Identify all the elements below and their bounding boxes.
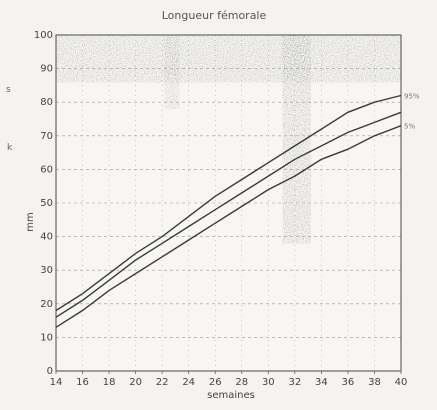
x-tick-label-36: 36: [342, 377, 355, 388]
x-tick-label-40: 40: [395, 377, 408, 388]
x-tick-label-22: 22: [156, 377, 169, 388]
x-tick-label-14: 14: [50, 377, 63, 388]
series-line-3: [55, 125, 402, 328]
series-line-2: [55, 111, 402, 318]
plot-area: [56, 35, 401, 371]
y-tick-label-60: 60: [40, 164, 53, 175]
x-tick-label-24: 24: [182, 377, 195, 388]
x-tick-label-32: 32: [288, 377, 301, 388]
x-tick-label-34: 34: [315, 377, 328, 388]
y-tick-label-70: 70: [40, 131, 53, 142]
y-axis-ticks: 0 10 20 30 40 50 60 70 80 90 100: [34, 30, 53, 377]
y-tick-label-80: 80: [40, 97, 53, 108]
x-tick-label-26: 26: [209, 377, 222, 388]
chart-title: Longueur fémorale: [162, 9, 267, 22]
plot-frame: [55, 34, 402, 372]
percentile-label-3: 5%: [404, 123, 415, 131]
grid: [56, 35, 401, 371]
y-tick-label-30: 30: [40, 265, 53, 276]
percentile-label-1: 95%: [404, 92, 420, 100]
x-tick-label-18: 18: [103, 377, 116, 388]
speckle-band-top: [56, 35, 401, 83]
margin-mark-s: s: [6, 85, 11, 95]
y-tick-label-10: 10: [40, 332, 53, 343]
plot-border: [55, 34, 402, 372]
y-tick-label-50: 50: [40, 198, 53, 209]
series-group: [55, 94, 402, 328]
x-tick-label-16: 16: [76, 377, 89, 388]
x-axis-ticks: 14 16 18 20 22 24 26 28 30 32 34 36 38 40: [50, 371, 408, 388]
plot-background: [56, 35, 401, 371]
y-tick-label-100: 100: [34, 30, 53, 41]
x-axis-label: semaines: [207, 390, 255, 401]
y-axis-label: mm: [25, 212, 36, 231]
percentile-labels: 95% 5%: [404, 92, 420, 130]
y-tick-label-0: 0: [47, 366, 53, 377]
y-tick-label-40: 40: [40, 232, 53, 243]
y-tick-label-20: 20: [40, 299, 53, 310]
y-tick-label-90: 90: [40, 64, 53, 75]
x-tick-label-20: 20: [129, 377, 142, 388]
speckle-band-22: [164, 35, 180, 109]
x-tick-label-30: 30: [262, 377, 275, 388]
x-tick-label-38: 38: [368, 377, 381, 388]
x-tick-label-28: 28: [235, 377, 248, 388]
series-line-1: [55, 94, 402, 312]
margin-mark-k: k: [7, 143, 13, 153]
